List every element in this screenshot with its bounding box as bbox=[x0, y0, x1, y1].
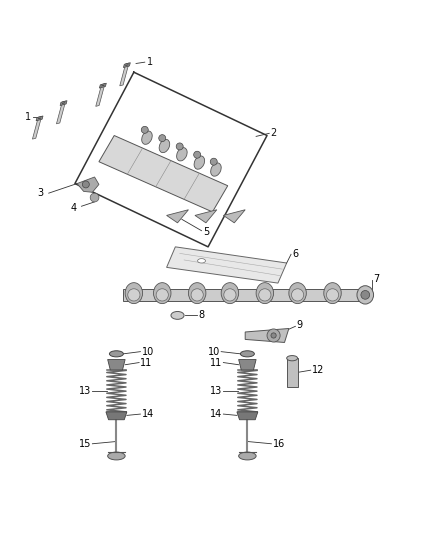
Ellipse shape bbox=[108, 452, 125, 460]
Ellipse shape bbox=[289, 282, 306, 304]
Text: 13: 13 bbox=[210, 386, 222, 396]
Text: 15: 15 bbox=[79, 439, 91, 449]
Polygon shape bbox=[106, 412, 127, 420]
Ellipse shape bbox=[128, 289, 140, 301]
Text: 10: 10 bbox=[208, 346, 220, 357]
Ellipse shape bbox=[177, 148, 187, 161]
Circle shape bbox=[159, 135, 166, 142]
Text: 11: 11 bbox=[141, 358, 153, 368]
Polygon shape bbox=[57, 101, 66, 124]
Text: 5: 5 bbox=[203, 227, 209, 237]
Text: 9: 9 bbox=[297, 320, 303, 330]
Polygon shape bbox=[287, 358, 297, 386]
Text: 14: 14 bbox=[142, 409, 154, 419]
Ellipse shape bbox=[224, 289, 236, 301]
Circle shape bbox=[90, 193, 99, 202]
Ellipse shape bbox=[159, 139, 170, 152]
Polygon shape bbox=[99, 135, 228, 212]
Polygon shape bbox=[96, 84, 105, 107]
Ellipse shape bbox=[211, 163, 221, 176]
Text: 14: 14 bbox=[210, 409, 222, 419]
Polygon shape bbox=[245, 328, 289, 343]
Ellipse shape bbox=[291, 289, 304, 301]
Text: 11: 11 bbox=[210, 358, 222, 368]
Circle shape bbox=[267, 329, 280, 342]
Ellipse shape bbox=[259, 289, 271, 301]
Ellipse shape bbox=[110, 351, 124, 357]
Text: 13: 13 bbox=[79, 386, 91, 396]
Polygon shape bbox=[77, 177, 99, 192]
Circle shape bbox=[361, 290, 370, 299]
Ellipse shape bbox=[357, 286, 374, 304]
Text: 8: 8 bbox=[198, 310, 205, 320]
Ellipse shape bbox=[221, 282, 239, 304]
Text: 12: 12 bbox=[312, 365, 325, 375]
Ellipse shape bbox=[194, 156, 205, 169]
Circle shape bbox=[82, 181, 89, 188]
Ellipse shape bbox=[191, 289, 203, 301]
Polygon shape bbox=[223, 210, 245, 223]
Circle shape bbox=[141, 126, 148, 133]
Ellipse shape bbox=[156, 289, 168, 301]
Polygon shape bbox=[99, 83, 106, 88]
Polygon shape bbox=[108, 359, 125, 370]
Circle shape bbox=[210, 158, 217, 165]
Text: 10: 10 bbox=[142, 346, 154, 357]
Ellipse shape bbox=[198, 259, 205, 263]
Circle shape bbox=[194, 151, 201, 158]
Ellipse shape bbox=[142, 131, 152, 144]
Text: 6: 6 bbox=[292, 249, 298, 259]
Ellipse shape bbox=[326, 289, 339, 301]
Text: 16: 16 bbox=[273, 439, 285, 449]
Text: 2: 2 bbox=[271, 128, 277, 139]
Polygon shape bbox=[123, 289, 367, 301]
Ellipse shape bbox=[240, 351, 254, 357]
Circle shape bbox=[271, 333, 276, 338]
Ellipse shape bbox=[287, 356, 297, 361]
Polygon shape bbox=[60, 101, 67, 106]
Polygon shape bbox=[195, 210, 217, 223]
Text: 1: 1 bbox=[147, 57, 153, 67]
Polygon shape bbox=[124, 63, 131, 68]
Circle shape bbox=[176, 143, 183, 150]
Text: 1: 1 bbox=[25, 112, 31, 122]
Polygon shape bbox=[32, 116, 42, 139]
Ellipse shape bbox=[125, 282, 143, 304]
Text: 3: 3 bbox=[37, 188, 43, 198]
Polygon shape bbox=[237, 412, 258, 420]
Ellipse shape bbox=[239, 452, 256, 460]
Polygon shape bbox=[166, 210, 188, 223]
Ellipse shape bbox=[188, 282, 206, 304]
Polygon shape bbox=[36, 116, 43, 121]
Text: 4: 4 bbox=[70, 203, 76, 213]
Ellipse shape bbox=[324, 282, 341, 304]
Ellipse shape bbox=[171, 311, 184, 319]
Polygon shape bbox=[166, 247, 287, 283]
Ellipse shape bbox=[256, 282, 274, 304]
Text: 7: 7 bbox=[373, 274, 379, 284]
Ellipse shape bbox=[153, 282, 171, 304]
Polygon shape bbox=[239, 359, 256, 370]
Polygon shape bbox=[120, 63, 129, 86]
